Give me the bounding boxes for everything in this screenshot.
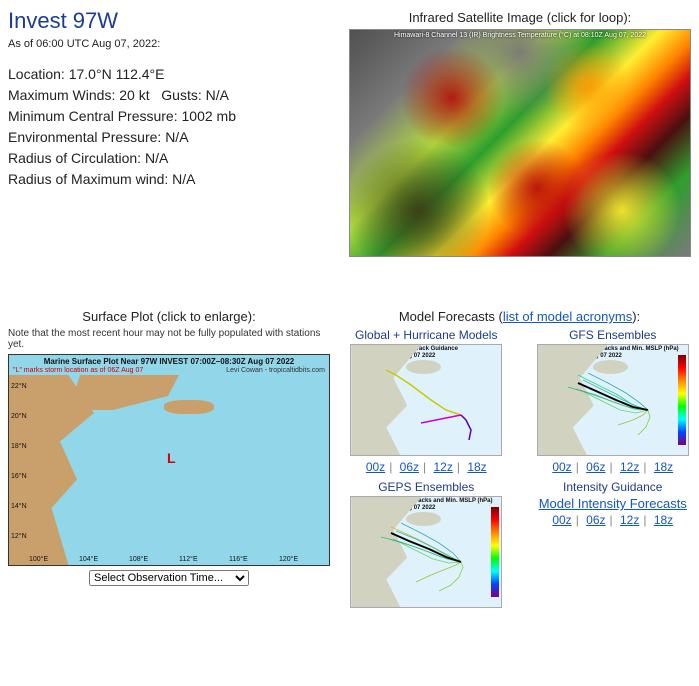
xtick: 112°E xyxy=(179,556,198,563)
satellite-heading: Infrared Satellite Image (click for loop… xyxy=(349,10,691,25)
run-link[interactable]: 06z xyxy=(400,460,419,474)
storm-marker: L xyxy=(167,450,176,466)
surface-plot-image[interactable]: Marine Surface Plot Near 97W INVEST 07:0… xyxy=(8,354,330,566)
run-link[interactable]: 06z xyxy=(586,513,605,527)
model-ensemble-image[interactable]: 97W INVEST - GEFS Tracks and Min. MSLP (… xyxy=(537,344,689,456)
gusts-value: N/A xyxy=(206,87,229,103)
xtick: 108°E xyxy=(129,556,148,563)
surface-plot-subtitle: "L" marks storm location as of 06Z Aug 0… xyxy=(13,367,143,374)
as-of-text: As of 06:00 UTC Aug 07, 2022: xyxy=(8,38,339,50)
surface-heading: Surface Plot (click to enlarge): xyxy=(8,309,330,324)
location-value: 17.0°N 112.4°E xyxy=(69,66,165,82)
ytick: 20°N xyxy=(11,413,27,420)
track-overlay xyxy=(351,345,501,455)
stat-rmw: Radius of Maximum wind: N/A xyxy=(8,169,339,190)
colorbar xyxy=(491,507,499,597)
run-links: 00z| 06z| 12z| 18z xyxy=(348,460,505,474)
acronyms-link[interactable]: list of model acronyms xyxy=(503,309,632,324)
intensity-forecasts-link[interactable]: Model Intensity Forecasts xyxy=(539,496,687,511)
ytick: 18°N xyxy=(11,443,27,450)
surface-plot-title: Marine Surface Plot Near 97W INVEST 07:0… xyxy=(9,357,329,366)
models-heading-prefix: Model Forecasts ( xyxy=(399,309,503,324)
gusts-label: Gusts: xyxy=(161,87,201,103)
stat-mincp: Minimum Central Pressure: 1002 mb xyxy=(8,106,339,127)
xtick: 104°E xyxy=(79,556,98,563)
run-link[interactable]: 18z xyxy=(654,513,673,527)
xtick: 120°E xyxy=(279,556,298,563)
observation-time-select[interactable]: Select Observation Time... xyxy=(89,570,249,586)
run-link[interactable]: 00z xyxy=(552,460,571,474)
storm-title: Invest 97W xyxy=(8,8,339,34)
rmw-value: N/A xyxy=(172,171,195,187)
maxwinds-value: 20 kt xyxy=(119,87,149,103)
ytick: 14°N xyxy=(11,503,27,510)
stat-winds: Maximum Winds: 20 kt Gusts: N/A xyxy=(8,85,339,106)
landmass xyxy=(164,400,214,414)
model-panel-gfs: GFS Ensembles 97W INVEST - GEFS Tracks a… xyxy=(535,328,692,474)
surface-plot-credit: Levi Cowan - tropicaltidbits.com xyxy=(226,367,325,374)
roc-label: Radius of Circulation: xyxy=(8,150,141,166)
ir-satellite-image[interactable]: Himawari-8 Channel 13 (IR) Brightness Te… xyxy=(349,29,691,257)
envp-value: N/A xyxy=(165,129,188,145)
model-panel-title: Global + Hurricane Models xyxy=(348,328,505,342)
stat-envp: Environmental Pressure: N/A xyxy=(8,127,339,148)
track-overlay xyxy=(538,345,688,455)
envp-label: Environmental Pressure: xyxy=(8,129,161,145)
mincp-value: 1002 mb xyxy=(182,108,236,124)
mincp-label: Minimum Central Pressure: xyxy=(8,108,178,124)
track-overlay xyxy=(351,497,501,607)
model-track-image[interactable]: 97W INVEST - Model Track Guidance Initia… xyxy=(350,344,502,456)
ytick: 16°N xyxy=(11,473,27,480)
landmass xyxy=(69,375,179,410)
models-heading: Model Forecasts (list of model acronyms)… xyxy=(348,309,691,324)
surface-note: Note that the most recent hour may not b… xyxy=(8,328,330,350)
run-link[interactable]: 18z xyxy=(654,460,673,474)
location-label: Location: xyxy=(8,66,65,82)
run-link[interactable]: 18z xyxy=(467,460,486,474)
model-panel-title: GFS Ensembles xyxy=(535,328,692,342)
run-link[interactable]: 12z xyxy=(620,513,639,527)
run-link[interactable]: 12z xyxy=(620,460,639,474)
xtick: 100°E xyxy=(29,556,48,563)
run-link[interactable]: 06z xyxy=(586,460,605,474)
run-link[interactable]: 12z xyxy=(433,460,452,474)
ir-overlay-title: Himawari-8 Channel 13 (IR) Brightness Te… xyxy=(350,32,690,39)
stat-location: Location: 17.0°N 112.4°E xyxy=(8,64,339,85)
run-links: 00z| 06z| 12z| 18z xyxy=(535,460,692,474)
model-panel-global: Global + Hurricane Models 97W INVEST - M… xyxy=(348,328,505,474)
model-panel-geps: GEPS Ensembles 97W INVEST - GEPS Tracks … xyxy=(348,480,505,612)
colorbar xyxy=(678,355,686,445)
run-link[interactable]: 00z xyxy=(552,513,571,527)
ytick: 12°N xyxy=(11,533,27,540)
run-link[interactable]: 00z xyxy=(366,460,385,474)
models-heading-suffix: ): xyxy=(632,309,640,324)
model-ensemble-image[interactable]: 97W INVEST - GEPS Tracks and Min. MSLP (… xyxy=(350,496,502,608)
rmw-label: Radius of Maximum wind: xyxy=(8,171,168,187)
xtick: 116°E xyxy=(229,556,248,563)
model-panel-title: Intensity Guidance xyxy=(535,480,692,494)
run-links: 00z| 06z| 12z| 18z xyxy=(535,513,692,527)
stat-roc: Radius of Circulation: N/A xyxy=(8,148,339,169)
model-panel-intensity: Intensity Guidance Model Intensity Forec… xyxy=(535,480,692,612)
maxwinds-label: Maximum Winds: xyxy=(8,87,115,103)
ytick: 22°N xyxy=(11,383,27,390)
model-panel-title: GEPS Ensembles xyxy=(348,480,505,494)
roc-value: N/A xyxy=(145,150,168,166)
